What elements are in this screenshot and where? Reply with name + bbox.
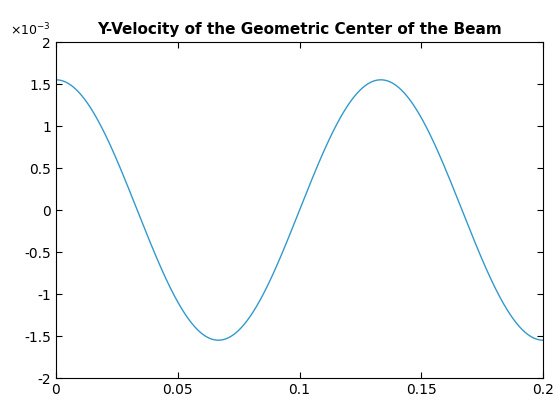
Text: $\times10^{-3}$: $\times10^{-3}$ (11, 22, 51, 39)
Title: Y-Velocity of the Geometric Center of the Beam: Y-Velocity of the Geometric Center of th… (97, 22, 502, 37)
